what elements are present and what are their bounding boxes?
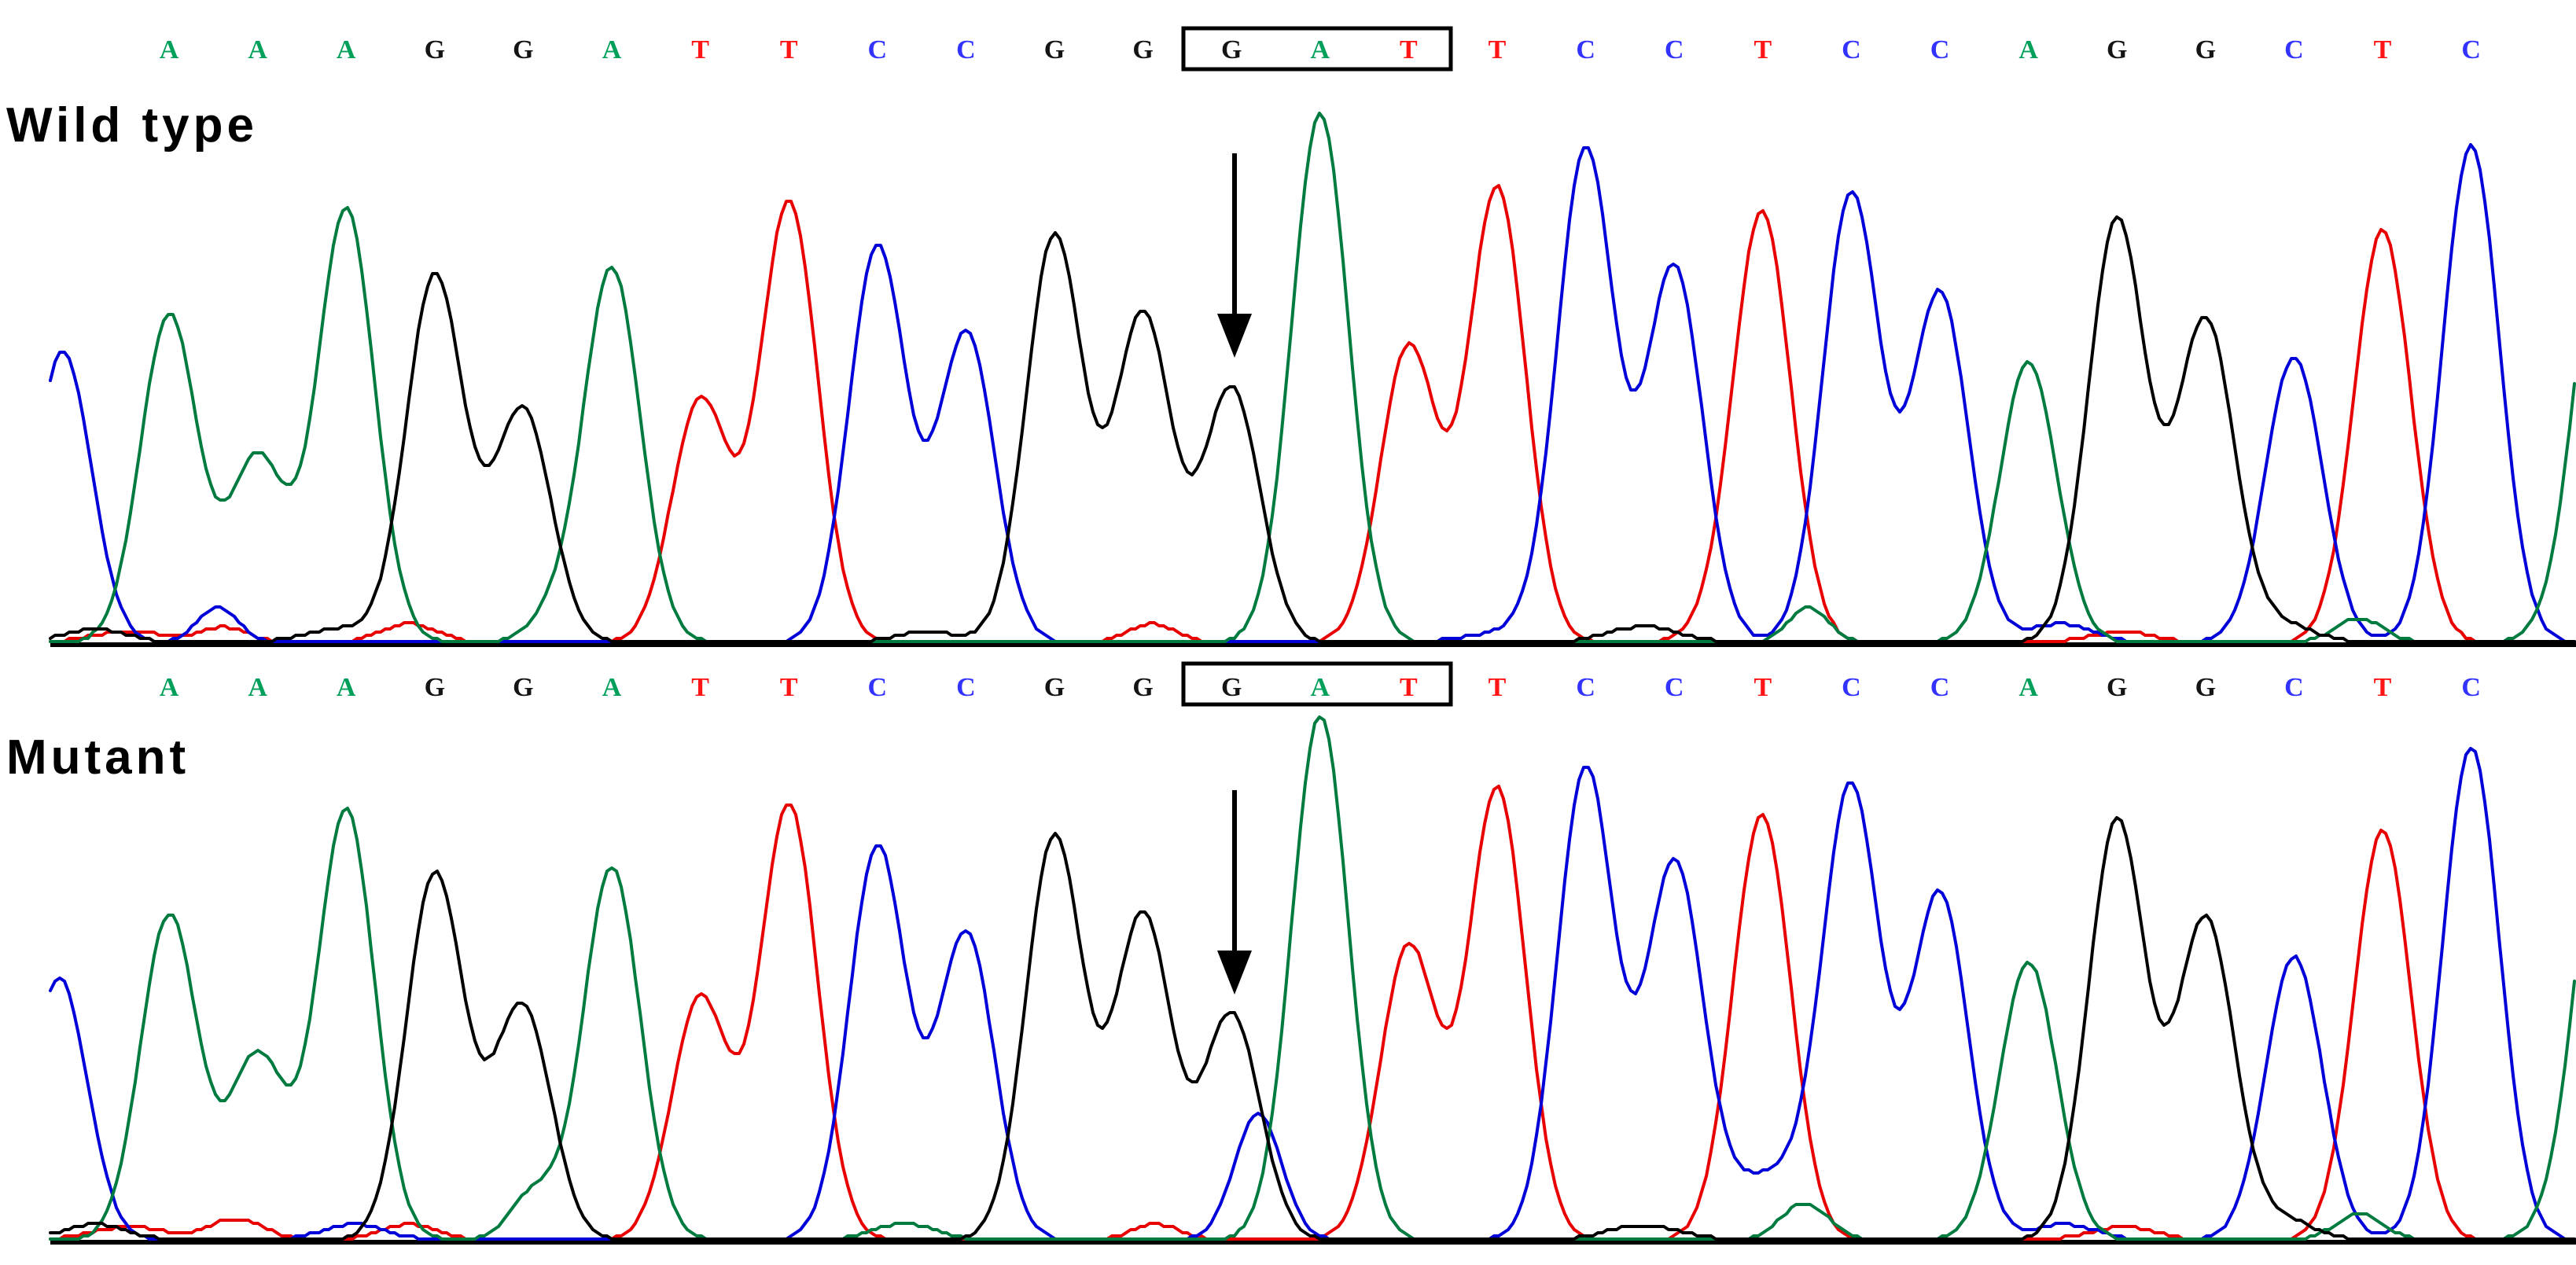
mutant-sequence-letter-6: A xyxy=(602,673,622,702)
wild-sequence-letter-25: C xyxy=(2284,35,2304,64)
mutant-trace-G xyxy=(49,816,2576,1241)
mutant-sequence-letter-26: T xyxy=(2374,673,2392,702)
wild-sequence-letter-9: C xyxy=(868,35,888,64)
wild-sequence-letter-10: C xyxy=(956,35,976,64)
wild-sequence-letter-23: G xyxy=(2107,35,2127,64)
wild-sequence-letter-24: G xyxy=(2195,35,2216,64)
mutant-trace-C xyxy=(49,747,2576,1241)
mutant-sequence-letter-18: C xyxy=(1665,673,1684,702)
mutant-sequence-letter-25: C xyxy=(2284,673,2304,702)
wild-trace-A xyxy=(49,112,2576,643)
wild-sequence-letter-19: T xyxy=(1754,35,1772,64)
mutant-mutation-arrow-head-icon xyxy=(1217,951,1252,995)
wild-sequence-letter-27: C xyxy=(2461,35,2481,64)
mutant-sequence-letter-27: C xyxy=(2461,673,2481,702)
mutant-sequence-letter-17: C xyxy=(1576,673,1595,702)
mutant-sequence-letter-15: T xyxy=(1400,673,1418,702)
wild-sequence-letter-17: C xyxy=(1576,35,1595,64)
mutant-sequence-letter-24: G xyxy=(2195,673,2216,702)
wild-sequence-letter-6: A xyxy=(602,35,622,64)
mutant-sequence-letter-16: T xyxy=(1489,673,1507,702)
wild-trace-G xyxy=(49,215,2576,643)
mutant-sequence-letter-8: T xyxy=(780,673,798,702)
wild-sequence-letter-2: A xyxy=(248,35,267,64)
mutant-sequence-letter-1: A xyxy=(160,673,179,702)
wild-sequence-letter-20: C xyxy=(1842,35,1861,64)
wild-sequence-letter-26: T xyxy=(2374,35,2392,64)
wild-sequence-letter-18: C xyxy=(1665,35,1684,64)
wild-sequence-letter-1: A xyxy=(160,35,179,64)
mutant-sequence-letter-20: C xyxy=(1842,673,1861,702)
wild-sequence-letter-16: T xyxy=(1489,35,1507,64)
wild-sequence-letter-13: G xyxy=(1221,35,1242,64)
mutant-sequence-letter-3: A xyxy=(337,673,356,702)
wild-sequence-letter-12: G xyxy=(1132,35,1153,64)
mutant-sequence-letter-22: A xyxy=(2018,673,2038,702)
mutant-codon-box xyxy=(1181,661,1453,707)
wild-sequence-letter-8: T xyxy=(780,35,798,64)
wild-trace-T xyxy=(49,184,2576,643)
wild-sequence-letter-3: A xyxy=(337,35,356,64)
mutant-sequence-letter-5: G xyxy=(513,673,533,702)
wild-type-label: Wild type xyxy=(6,98,259,153)
wild-sequence-letter-11: G xyxy=(1044,35,1065,64)
mutant-sequence-letter-13: G xyxy=(1221,673,1242,702)
wild-sequence-letter-7: T xyxy=(691,35,709,64)
mutant-trace-A xyxy=(49,715,2576,1241)
wild-sequence-letter-5: G xyxy=(513,35,533,64)
wild-sequence-letter-22: A xyxy=(2018,35,2038,64)
mutant-sequence-letter-7: T xyxy=(691,673,709,702)
mutant-sequence-letter-14: A xyxy=(1311,673,1330,702)
mutant-sequence-letter-2: A xyxy=(248,673,267,702)
wild-mutation-arrow-head-icon xyxy=(1217,314,1252,358)
wild-sequence-letter-15: T xyxy=(1400,35,1418,64)
wild-codon-box xyxy=(1181,26,1453,72)
mutant-sequence-letter-11: G xyxy=(1044,673,1065,702)
mutant-label: Mutant xyxy=(6,730,190,785)
mutant-sequence-letter-10: C xyxy=(956,673,976,702)
mutant-sequence-letter-9: C xyxy=(868,673,888,702)
mutant-sequence-letter-12: G xyxy=(1132,673,1153,702)
mutant-trace-T xyxy=(49,785,2576,1241)
mutant-sequence-letter-23: G xyxy=(2107,673,2127,702)
wild-sequence-letter-14: A xyxy=(1311,35,1330,64)
wild-sequence-letter-4: G xyxy=(425,35,445,64)
wild-trace-C xyxy=(49,143,2576,643)
mutant-sequence-letter-19: T xyxy=(1754,673,1772,702)
mutant-sequence-letter-21: C xyxy=(1930,673,1950,702)
wild-sequence-letter-21: C xyxy=(1930,35,1950,64)
mutant-sequence-letter-4: G xyxy=(425,673,445,702)
